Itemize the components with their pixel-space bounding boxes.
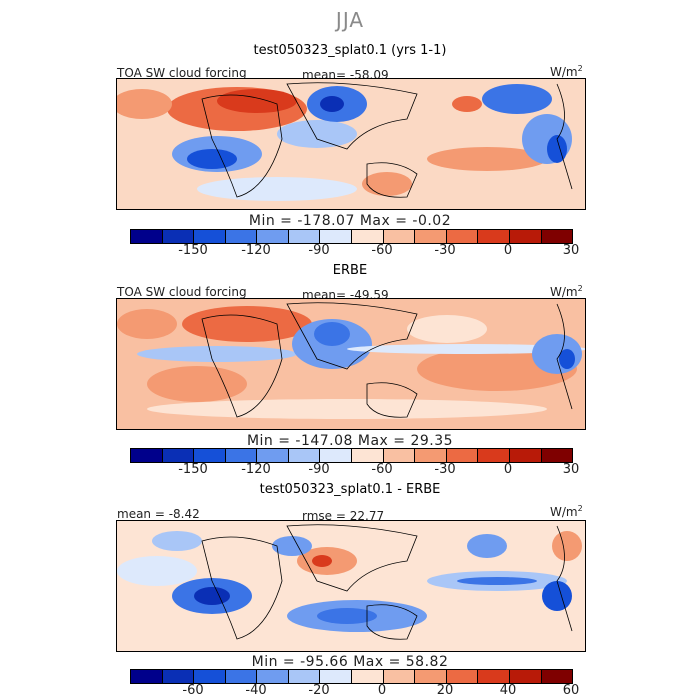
panel-3-colorbar — [130, 669, 573, 684]
panel-2-colorbar-swatch — [383, 449, 416, 462]
panel-3-colorbar-tick-label: -60 — [182, 683, 204, 698]
panel-3-colorbar-swatch — [257, 670, 289, 683]
panel-2-units: W/m2 — [550, 284, 583, 299]
panel-2-colorbar-swatch — [194, 449, 226, 462]
panel-2-colorbar-swatch — [478, 449, 510, 462]
panel-1-map-svg — [117, 79, 585, 209]
panel-3-colorbar-swatch — [478, 670, 510, 683]
panel-1-colorbar-tick-label: 0 — [503, 243, 513, 258]
panel-3-colorbar-swatch — [541, 670, 573, 683]
panel-2-colorbar — [130, 448, 573, 463]
panel-2-colorbar-tick-label: -90 — [308, 462, 330, 477]
panel-1-title: test050323_splat0.1 (yrs 1-1) — [253, 43, 447, 58]
panel-1-map — [116, 78, 586, 210]
panel-3-colorbar-swatch — [352, 670, 384, 683]
panel-2-title: ERBE — [332, 263, 368, 278]
panel-2-colorbar-swatch — [131, 449, 163, 462]
panel-3-colorbar-tick-label: 40 — [499, 683, 517, 698]
panel-2-map-svg — [117, 299, 585, 429]
panel-3-colorbar-swatch — [446, 670, 479, 683]
panel-2-colorbar-swatch — [541, 449, 573, 462]
panel-1-colorbar-swatch — [288, 230, 321, 243]
panel-2-colorbar-swatch — [352, 449, 384, 462]
panel-3-colorbar-swatch — [162, 670, 195, 683]
panel-2-colorbar-tick-label: 0 — [503, 462, 513, 477]
panel-3-map — [116, 520, 586, 652]
panel-3-colorbar-tick-label: 0 — [377, 683, 387, 698]
panel-3-colorbar-swatch — [288, 670, 321, 683]
panel-3-colorbar-swatch — [320, 670, 353, 683]
panel-3-colorbar-tick-label: 20 — [436, 683, 454, 698]
panel-1-colorbar-swatch — [541, 230, 573, 243]
panel-1-colorbar-swatch — [478, 230, 510, 243]
panel-2-map — [116, 298, 586, 430]
panel-3-min-max: Min = -95.66 Max = 58.82 — [251, 654, 449, 670]
panel-3-rmse-label: rmse = 22.77 — [302, 509, 385, 523]
panel-3-colorbar-swatch — [225, 670, 258, 683]
panel-1-colorbar-swatch — [225, 230, 258, 243]
panel-2-colorbar-swatch — [225, 449, 258, 462]
panel-1-units: W/m2 — [550, 64, 583, 79]
panel-3-colorbar-tick-label: -40 — [245, 683, 267, 698]
panel-2-colorbar-tick-label: -120 — [241, 462, 271, 477]
panel-1-colorbar-tick-label: -60 — [371, 243, 393, 258]
panel-1-colorbar-swatch — [194, 230, 226, 243]
panel-2-colorbar-tick-label: -150 — [178, 462, 208, 477]
panel-1-colorbar-swatch — [509, 230, 542, 243]
panel-1-colorbar-swatch — [131, 230, 163, 243]
panel-1-colorbar-tick-label: 30 — [562, 243, 580, 258]
panel-3-title: test050323_splat0.1 - ERBE — [259, 482, 441, 497]
panel-2-colorbar-swatch — [446, 449, 479, 462]
panel-1-colorbar-swatch — [257, 230, 289, 243]
panel-3-colorbar-swatch — [194, 670, 226, 683]
panel-2-colorbar-swatch — [415, 449, 447, 462]
panel-2-colorbar-swatch — [509, 449, 542, 462]
panel-2-colorbar-tick-label: -60 — [371, 462, 393, 477]
panel-1-colorbar — [130, 229, 573, 244]
panel-2-colorbar-swatch — [320, 449, 353, 462]
panel-3-colorbar-swatch — [415, 670, 447, 683]
panel-3-mean-label: mean = -8.42 — [117, 507, 200, 521]
panel-2-colorbar-swatch — [257, 449, 289, 462]
panel-3-map-svg — [117, 521, 585, 651]
panel-2-colorbar-swatch — [288, 449, 321, 462]
panel-3-colorbar-swatch — [383, 670, 416, 683]
panel-1-colorbar-tick-label: -150 — [178, 243, 208, 258]
panel-3-colorbar-swatch — [131, 670, 163, 683]
panel-2-variable-label: TOA SW cloud forcing — [117, 285, 247, 299]
panel-1-colorbar-ticks: -150 -120 -90 -60 -30 0 30 — [0, 243, 700, 261]
panel-1-colorbar-swatch — [446, 230, 479, 243]
panel-3-colorbar-ticks: -60 -40 -20 0 20 40 60 — [0, 683, 700, 700]
panel-1-colorbar-tick-label: -30 — [434, 243, 456, 258]
panel-2-colorbar-tick-label: -30 — [434, 462, 456, 477]
panel-3-colorbar-swatch — [509, 670, 542, 683]
season-title: JJA — [335, 8, 365, 32]
panel-1-colorbar-swatch — [162, 230, 195, 243]
panel-1-colorbar-swatch — [320, 230, 353, 243]
panel-1-colorbar-swatch — [383, 230, 416, 243]
panel-3-colorbar-tick-label: 60 — [562, 683, 580, 698]
panel-1-colorbar-tick-label: -120 — [241, 243, 271, 258]
panel-1-variable-label: TOA SW cloud forcing — [117, 66, 247, 80]
panel-2-min-max: Min = -147.08 Max = 29.35 — [246, 433, 454, 449]
panel-1-min-max: Min = -178.07 Max = -0.02 — [248, 213, 452, 229]
panel-1-colorbar-swatch — [415, 230, 447, 243]
panel-3-colorbar-tick-label: -20 — [308, 683, 330, 698]
panel-2-colorbar-tick-label: 30 — [562, 462, 580, 477]
panel-2-colorbar-ticks: -150 -120 -90 -60 -30 0 30 — [0, 462, 700, 480]
panel-3-units: W/m2 — [550, 504, 583, 519]
panel-1-colorbar-tick-label: -90 — [308, 243, 330, 258]
panel-2-colorbar-swatch — [162, 449, 195, 462]
panel-1-colorbar-swatch — [352, 230, 384, 243]
